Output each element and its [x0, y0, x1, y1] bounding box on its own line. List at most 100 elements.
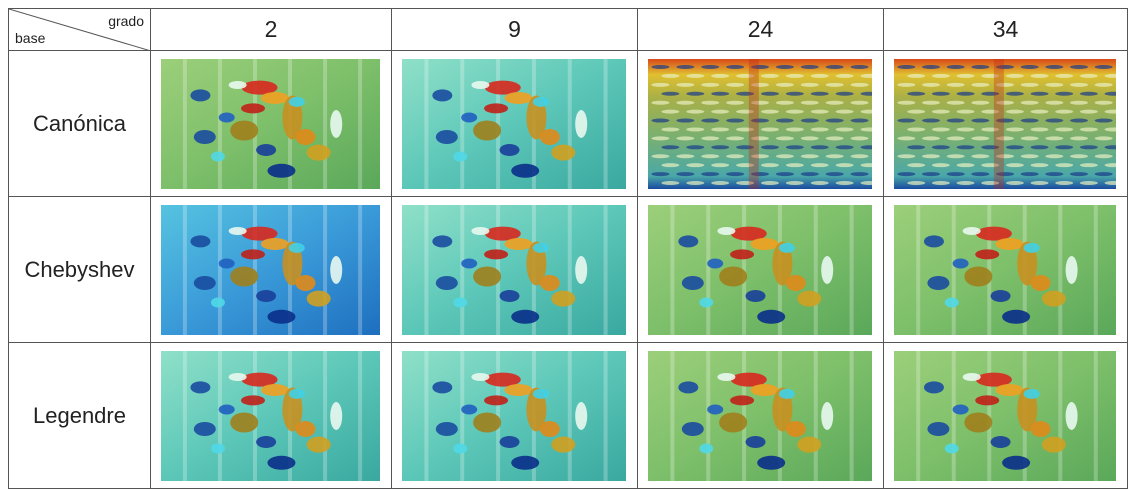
surface-feature: [821, 402, 834, 430]
surface-feature: [717, 227, 736, 235]
surface-ripple: [922, 172, 940, 177]
surface-ripple: [897, 136, 916, 141]
image-cell: [638, 51, 884, 197]
surface-feature: [499, 290, 520, 302]
surface-ripple: [1030, 73, 1049, 78]
surface-ripple: [1094, 82, 1113, 87]
surface-ripple: [810, 127, 829, 132]
surface-ripple: [676, 82, 695, 87]
surface-ripple: [956, 73, 975, 78]
surface-feature: [962, 373, 981, 381]
surface-ripple: [676, 100, 695, 105]
surface-ripple: [1030, 109, 1049, 114]
surface-ripple: [931, 181, 950, 185]
surface-ripple: [651, 82, 670, 87]
surface-ripple: [996, 172, 1014, 177]
surface-ripple: [1045, 154, 1064, 159]
surface-feature: [432, 381, 453, 394]
surface-feature: [193, 130, 216, 144]
surface-streak: [603, 351, 608, 481]
surface-feature: [228, 373, 247, 381]
surface-ripple: [701, 65, 720, 69]
surface-ripple: [931, 109, 950, 114]
surface-plot: [894, 351, 1116, 481]
surface-feature: [228, 227, 247, 235]
surface-ripple: [651, 154, 670, 159]
surface-ripple: [850, 100, 869, 105]
surface-feature: [699, 297, 714, 308]
surface-ripple: [835, 109, 854, 114]
surface-feature: [499, 144, 520, 156]
surface-ripple: [1005, 145, 1024, 150]
surface-ripple: [825, 172, 844, 177]
surface-ripple: [726, 118, 745, 123]
surface-ripple: [946, 136, 965, 141]
surface-feature: [288, 96, 305, 107]
surface-feature: [210, 297, 225, 308]
surface-feature: [952, 404, 969, 415]
column-axis-label: grado: [108, 13, 144, 29]
surface-ripple: [981, 145, 1000, 150]
surface-feature: [785, 275, 806, 291]
surface-feature: [504, 238, 533, 250]
surface-feature: [730, 395, 755, 406]
surface-feature: [504, 384, 533, 396]
surface-ripple: [1070, 154, 1088, 159]
surface-feature: [330, 110, 343, 138]
surface-ripple: [775, 118, 794, 123]
surface-ripple: [760, 145, 779, 150]
surface-feature: [471, 227, 490, 235]
surface-plot: [402, 59, 626, 189]
surface-feature: [1065, 256, 1078, 284]
image-cell: [151, 197, 392, 343]
surface-ripple: [897, 82, 916, 87]
surface-ripple: [661, 181, 680, 185]
surface-ripple: [736, 181, 755, 185]
surface-ripple: [1094, 65, 1113, 69]
surface-feature: [532, 96, 549, 107]
surface-feature: [241, 226, 278, 241]
surface-feature: [511, 309, 540, 324]
surface-ripple: [686, 73, 705, 78]
surface-ripple: [971, 100, 990, 105]
surface-feature: [241, 372, 278, 387]
surface-ripple: [711, 109, 730, 114]
surface-ripple: [775, 100, 794, 105]
surface-ripple: [922, 82, 940, 87]
surface-feature: [260, 384, 289, 396]
surface-feature: [778, 388, 795, 399]
surface-ripple: [897, 154, 916, 159]
surface-ripple: [701, 136, 720, 141]
image-cell: [884, 51, 1128, 197]
surface-ripple: [676, 154, 695, 159]
surface-feature: [1002, 309, 1031, 324]
surface-ripple: [1005, 181, 1024, 185]
surface-feature: [256, 290, 277, 302]
surface-ripple: [922, 154, 940, 159]
surface-ripple: [860, 181, 872, 185]
surface-feature: [539, 421, 560, 437]
surface-ripple: [1094, 136, 1113, 141]
surface-ripple: [1079, 163, 1098, 168]
surface-ripple: [1045, 100, 1064, 105]
surface-feature: [778, 242, 795, 253]
surface-streak: [567, 59, 572, 189]
surface-feature: [295, 421, 316, 437]
surface-feature: [532, 242, 549, 253]
surface-ripple: [810, 181, 829, 185]
surface-ripple: [651, 100, 670, 105]
surface-feature: [995, 238, 1024, 250]
surface-image: [648, 59, 872, 189]
surface-streak: [1058, 205, 1063, 335]
surface-feature: [511, 455, 540, 470]
surface-feature: [730, 249, 755, 260]
surface-streak: [1058, 351, 1063, 481]
surface-ripple: [1030, 127, 1049, 132]
surface-feature: [944, 443, 959, 454]
surface-feature: [927, 276, 950, 290]
surface-ripple: [946, 154, 965, 159]
surface-feature: [210, 151, 225, 162]
surface-streak: [813, 205, 818, 335]
corner-cell: grado base: [8, 8, 151, 51]
surface-feature: [240, 395, 265, 406]
